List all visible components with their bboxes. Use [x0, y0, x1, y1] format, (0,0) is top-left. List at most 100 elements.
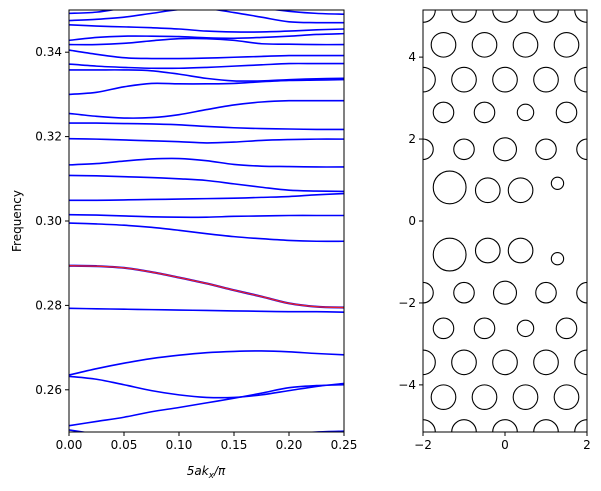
band-x-tick-label: 0.25	[331, 438, 358, 452]
band-line-13	[69, 99, 344, 119]
lattice-circle	[512, 31, 539, 58]
band-x-tick-label: 0.10	[166, 438, 193, 452]
band-line-12	[69, 122, 344, 131]
lattice-x-tick-label: −2	[414, 438, 432, 452]
lattice-circle	[553, 384, 580, 411]
band-line-7	[69, 213, 344, 219]
lattice-y-tick-label: 2	[408, 132, 416, 146]
lattice-circle	[474, 177, 501, 204]
band-line-15	[69, 69, 344, 82]
lattice-circle	[516, 319, 535, 338]
band-y-tick-label: 0.32	[35, 130, 62, 144]
lattice-circle	[576, 281, 587, 304]
lattice-circle	[574, 349, 587, 376]
band-x-tick-label: 0.15	[221, 438, 248, 452]
lattice-circle	[453, 138, 475, 161]
lattice-circle	[423, 281, 434, 304]
band-line-5	[69, 307, 344, 313]
lattice-circle	[451, 10, 477, 23]
lattice-circle	[471, 31, 498, 58]
band-line-6	[69, 222, 344, 243]
band-line-10	[69, 157, 344, 168]
band-line-9	[69, 174, 344, 193]
lattice-circle	[451, 349, 477, 376]
lattice-circles	[423, 10, 587, 432]
band-lines	[69, 10, 344, 432]
lattice-circle	[492, 10, 518, 23]
band-line-22	[69, 10, 344, 16]
lattice-circle	[574, 66, 587, 93]
lattice-circle	[432, 101, 455, 124]
band-x-tick-label: 0.20	[276, 438, 303, 452]
band-x-axis-label-tail: /π	[213, 464, 226, 478]
lattice-circle	[453, 281, 475, 304]
lattice-circle	[553, 31, 580, 58]
band-line-16	[69, 62, 344, 70]
lattice-circle	[423, 138, 434, 161]
lattice-circle	[576, 138, 587, 161]
lattice-circle	[492, 280, 518, 305]
band-x-ticks: 0.00 0.05 0.10 0.15 0.20 0.25	[56, 432, 358, 452]
band-y-ticks: 0.26 0.28 0.30 0.32 0.34	[35, 45, 69, 397]
lattice-circle	[473, 317, 496, 340]
band-y-tick-label: 0.30	[35, 214, 62, 228]
lattice-circle	[492, 349, 518, 376]
lattice-circle	[535, 138, 557, 161]
lattice-y-tick-label: −2	[398, 296, 416, 310]
lattice-circle	[516, 103, 535, 122]
band-plot-frame	[68, 9, 345, 433]
lattice-circle	[430, 384, 457, 411]
lattice-circle	[473, 101, 496, 124]
band-y-axis-label: Frequency	[10, 190, 24, 252]
band-y-tick-label: 0.34	[35, 45, 62, 59]
lattice-circle	[550, 176, 565, 191]
lattice-circle	[492, 66, 518, 93]
band-line-8	[69, 192, 344, 202]
lattice-circle	[512, 384, 539, 411]
band-line-20	[69, 23, 344, 33]
lattice-circle	[474, 237, 501, 264]
lattice-x-tick-label: 0	[501, 438, 509, 452]
lattice-plot-frame	[422, 9, 588, 433]
lattice-circle	[507, 177, 534, 204]
lattice-y-tick-label: −4	[398, 378, 416, 392]
band-line-18	[69, 37, 344, 46]
lattice-circle	[451, 419, 477, 432]
lattice-circle	[550, 251, 565, 266]
band-y-tick-label: 0.28	[35, 298, 62, 312]
band-y-tick-label: 0.26	[35, 383, 62, 397]
lattice-y-tick-label: 0	[408, 214, 416, 228]
highlighted-band-line-base	[69, 264, 344, 309]
lattice-circle	[432, 237, 467, 272]
lattice-circle	[535, 281, 557, 304]
lattice-circle	[492, 419, 518, 432]
highlighted-band-line	[69, 265, 344, 309]
band-x-axis-label-main: 5ak	[187, 464, 210, 478]
band-x-axis-label-sub: x	[208, 471, 215, 481]
band-x-tick-label: 0.00	[56, 438, 83, 452]
band-structure-chart: 0.00 0.05 0.10 0.15 0.20 0.25 0.26 0.28 0.30 0.3…	[10, 9, 358, 481]
band-line-17	[69, 49, 344, 60]
lattice-y-ticks: −4 −2 0 2 4	[398, 50, 423, 392]
band-line-21	[69, 10, 344, 24]
lattice-circle	[430, 31, 457, 58]
band-line-11	[69, 137, 344, 144]
band-line-3	[69, 375, 344, 399]
lattice-circle	[555, 317, 578, 340]
lattice-circle	[555, 101, 578, 124]
band-x-tick-label: 0.05	[111, 438, 138, 452]
band-line-14	[69, 78, 344, 96]
lattice-circle	[451, 66, 477, 93]
band-line-4	[69, 350, 344, 376]
band-x-axis-label: 5akx/π	[187, 464, 226, 481]
band-line-2	[69, 383, 344, 427]
lattice-y-tick-label: 4	[408, 50, 416, 64]
lattice-circle	[533, 419, 559, 432]
lattice-circle	[471, 384, 498, 411]
lattice-circle	[492, 137, 518, 162]
lattice-circle	[533, 349, 559, 376]
lattice-circle	[432, 170, 467, 205]
lattice-x-tick-label: 2	[583, 438, 591, 452]
lattice-circle	[432, 317, 455, 340]
